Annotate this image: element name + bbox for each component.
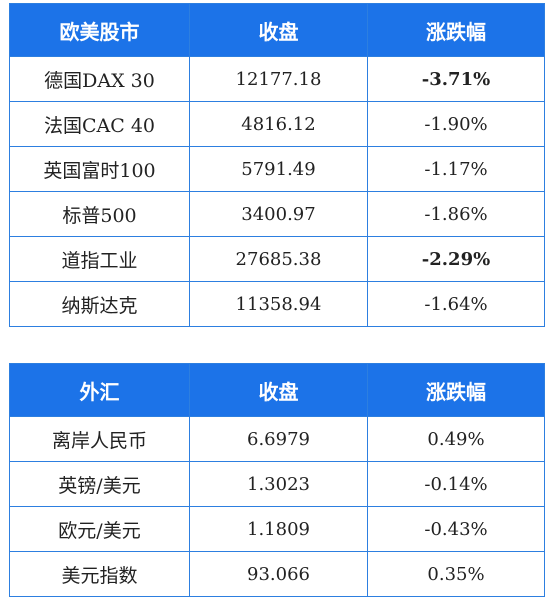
row-name: 纳斯达克 (9, 281, 190, 327)
stock-market-table: 欧美股市 收盘 涨跌幅 德国DAX 30 12177.18 -3.71% 法国C… (9, 3, 545, 327)
row-name: 道指工业 (9, 236, 190, 282)
table-row: 英国富时100 5791.49 -1.17% (9, 146, 545, 192)
table-row: 美元指数 93.066 0.35% (9, 551, 545, 597)
header-close: 收盘 (189, 3, 368, 57)
header-market: 欧美股市 (9, 3, 190, 57)
row-close: 6.6979 (189, 416, 368, 462)
row-name: 德国DAX 30 (9, 56, 190, 102)
row-change: -1.17% (367, 146, 545, 192)
row-name: 离岸人民币 (9, 416, 190, 462)
table-row: 纳斯达克 11358.94 -1.64% (9, 281, 545, 327)
row-name: 英国富时100 (9, 146, 190, 192)
row-close: 12177.18 (189, 56, 368, 102)
table-row: 法国CAC 40 4816.12 -1.90% (9, 101, 545, 147)
header-close: 收盘 (189, 363, 368, 417)
row-close: 11358.94 (189, 281, 368, 327)
table-row: 离岸人民币 6.6979 0.49% (9, 416, 545, 462)
row-close: 1.1809 (189, 506, 368, 552)
header-change: 涨跌幅 (367, 3, 545, 57)
table-row: 德国DAX 30 12177.18 -3.71% (9, 56, 545, 102)
row-change: 0.49% (367, 416, 545, 462)
row-change: -1.86% (367, 191, 545, 237)
row-close: 1.3023 (189, 461, 368, 507)
row-change: 0.35% (367, 551, 545, 597)
table-row: 欧元/美元 1.1809 -0.43% (9, 506, 545, 552)
row-name: 欧元/美元 (9, 506, 190, 552)
row-change: -1.90% (367, 101, 545, 147)
table-header-row: 外汇 收盘 涨跌幅 (9, 363, 545, 417)
row-close: 27685.38 (189, 236, 368, 282)
row-close: 3400.97 (189, 191, 368, 237)
row-close: 5791.49 (189, 146, 368, 192)
row-close: 93.066 (189, 551, 368, 597)
forex-table: 外汇 收盘 涨跌幅 离岸人民币 6.6979 0.49% 英镑/美元 1.302… (9, 363, 545, 597)
row-change: -0.14% (367, 461, 545, 507)
row-close: 4816.12 (189, 101, 368, 147)
header-forex: 外汇 (9, 363, 190, 417)
table-header-row: 欧美股市 收盘 涨跌幅 (9, 3, 545, 57)
header-change: 涨跌幅 (367, 363, 545, 417)
row-change: -0.43% (367, 506, 545, 552)
row-change: -1.64% (367, 281, 545, 327)
row-name: 英镑/美元 (9, 461, 190, 507)
table-row: 英镑/美元 1.3023 -0.14% (9, 461, 545, 507)
row-name: 美元指数 (9, 551, 190, 597)
row-change: -3.71% (367, 56, 545, 102)
table-row: 标普500 3400.97 -1.86% (9, 191, 545, 237)
row-change: -2.29% (367, 236, 545, 282)
row-name: 法国CAC 40 (9, 101, 190, 147)
table-row: 道指工业 27685.38 -2.29% (9, 236, 545, 282)
row-name: 标普500 (9, 191, 190, 237)
